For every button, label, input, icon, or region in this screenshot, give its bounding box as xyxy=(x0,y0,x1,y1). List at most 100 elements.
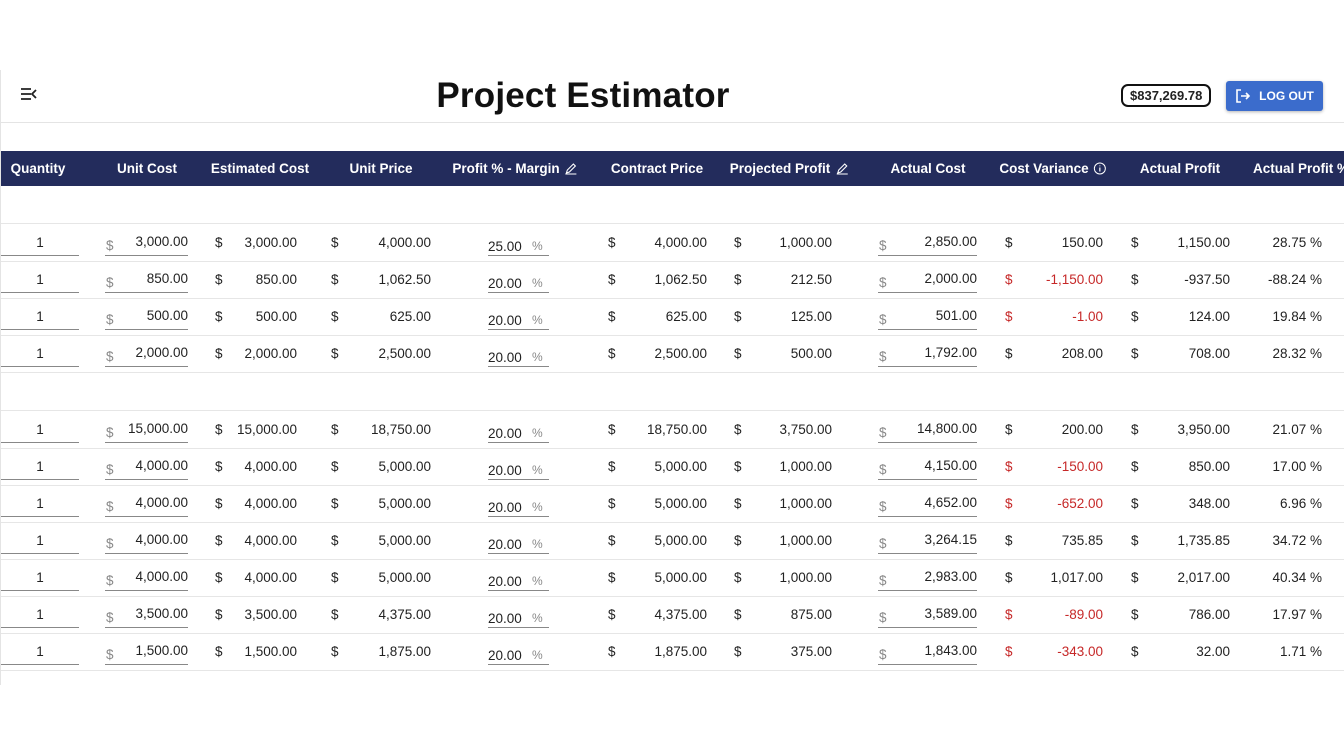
unit-cost-value: 4,000.00 xyxy=(135,495,188,510)
unit-cost-input[interactable]: $4,000.00 xyxy=(105,527,188,554)
contract-price: 1,875.00 xyxy=(654,644,707,659)
margin-input[interactable]: 20.00% xyxy=(488,340,549,367)
unit-cost-input[interactable]: $500.00 xyxy=(105,303,188,330)
currency-symbol: $ xyxy=(734,459,742,474)
cost-variance: 150.00 xyxy=(1061,235,1103,250)
margin-input[interactable]: 20.00% xyxy=(488,416,549,443)
quantity-input[interactable]: 1 xyxy=(1,266,79,293)
actual-profit-pct: 1.71 % xyxy=(1279,644,1322,659)
margin-input[interactable]: 20.00% xyxy=(488,527,549,554)
actual-cost-input[interactable]: $3,264.15 xyxy=(878,527,977,554)
currency-symbol: $ xyxy=(879,462,887,477)
actual-cost-input[interactable]: $2,983.00 xyxy=(878,564,977,591)
actual-cost-input[interactable]: $1,792.00 xyxy=(878,340,977,367)
projected-profit: 1,000.00 xyxy=(779,496,832,511)
quantity-input[interactable]: 1 xyxy=(1,229,79,256)
currency-symbol: $ xyxy=(879,349,887,364)
actual-cost-input[interactable]: $501.00 xyxy=(878,303,977,330)
currency-symbol: $ xyxy=(1131,272,1139,287)
quantity-input[interactable]: 1 xyxy=(1,564,79,591)
currency-symbol: $ xyxy=(215,422,223,437)
currency-symbol: $ xyxy=(215,570,223,585)
quantity-input[interactable]: 1 xyxy=(1,601,79,628)
actual-profit: 124.00 xyxy=(1188,309,1230,324)
page-title: Project Estimator xyxy=(436,76,730,115)
unit-price: 1,062.50 xyxy=(378,272,431,287)
unit-cost-value: 3,500.00 xyxy=(135,606,188,621)
unit-cost-input[interactable]: $850.00 xyxy=(105,266,188,293)
edit-icon[interactable] xyxy=(565,162,578,175)
actual-cost-input[interactable]: $2,850.00 xyxy=(878,229,977,256)
actual-cost-input[interactable]: $1,843.00 xyxy=(878,638,977,665)
currency-symbol: $ xyxy=(215,309,223,324)
col-label: Contract Price xyxy=(610,161,704,176)
margin-value: 20.00 xyxy=(488,537,522,552)
table-row: 1 $15,000.00 $15,000.00 $18,750.00 20.00% $18… xyxy=(1,412,1344,449)
actual-cost-value: 3,264.15 xyxy=(924,532,977,547)
currency-symbol: $ xyxy=(106,275,114,290)
actual-cost-input[interactable]: $4,652.00 xyxy=(878,490,977,517)
margin-input[interactable]: 20.00% xyxy=(488,564,549,591)
margin-input[interactable]: 20.00% xyxy=(488,490,549,517)
cost-variance: -150.00 xyxy=(1057,459,1103,474)
currency-symbol: $ xyxy=(331,570,339,585)
margin-input[interactable]: 20.00% xyxy=(488,638,549,665)
unit-cost-value: 850.00 xyxy=(146,271,188,286)
currency-symbol: $ xyxy=(879,425,887,440)
margin-input[interactable]: 20.00% xyxy=(488,266,549,293)
unit-cost-input[interactable]: $4,000.00 xyxy=(105,453,188,480)
unit-cost-input[interactable]: $3,500.00 xyxy=(105,601,188,628)
percent-symbol: % xyxy=(532,313,543,327)
margin-input[interactable]: 20.00% xyxy=(488,601,549,628)
quantity-input[interactable]: 1 xyxy=(1,638,79,665)
unit-cost-input[interactable]: $1,500.00 xyxy=(105,638,188,665)
actual-cost-value: 1,843.00 xyxy=(924,643,977,658)
currency-symbol: $ xyxy=(1005,346,1013,361)
margin-input[interactable]: 20.00% xyxy=(488,453,549,480)
actual-cost-input[interactable]: $3,589.00 xyxy=(878,601,977,628)
logout-button[interactable]: LOG OUT xyxy=(1226,81,1323,111)
quantity-input[interactable]: 1 xyxy=(1,527,79,554)
margin-input[interactable]: 20.00% xyxy=(488,303,549,330)
margin-input[interactable]: 25.00% xyxy=(488,229,549,256)
unit-cost-input[interactable]: $4,000.00 xyxy=(105,490,188,517)
col-unit-cost: Unit Cost xyxy=(117,151,177,186)
quantity-input[interactable]: 1 xyxy=(1,453,79,480)
margin-value: 20.00 xyxy=(488,648,522,663)
currency-symbol: $ xyxy=(879,573,887,588)
currency-symbol: $ xyxy=(106,238,114,253)
currency-symbol: $ xyxy=(331,644,339,659)
unit-cost-input[interactable]: $4,000.00 xyxy=(105,564,188,591)
quantity-input[interactable]: 1 xyxy=(1,416,79,443)
actual-cost-input[interactable]: $14,800.00 xyxy=(878,416,977,443)
unit-cost-input[interactable]: $3,000.00 xyxy=(105,229,188,256)
actual-cost-input[interactable]: $4,150.00 xyxy=(878,453,977,480)
actual-cost-input[interactable]: $2,000.00 xyxy=(878,266,977,293)
unit-cost-input[interactable]: $2,000.00 xyxy=(105,340,188,367)
quantity-input[interactable]: 1 xyxy=(1,303,79,330)
menu-collapse-icon[interactable] xyxy=(20,87,38,101)
table-row: 1 $3,000.00 $3,000.00 $4,000.00 25.00% $4,000… xyxy=(1,225,1344,262)
unit-cost-input[interactable]: $15,000.00 xyxy=(105,416,188,443)
percent-symbol: % xyxy=(532,463,543,477)
quantity-input[interactable]: 1 xyxy=(1,490,79,517)
info-icon[interactable] xyxy=(1094,162,1107,175)
cost-variance: 200.00 xyxy=(1061,422,1103,437)
percent-symbol: % xyxy=(532,350,543,364)
margin-value: 20.00 xyxy=(488,463,522,478)
unit-cost-value: 1,500.00 xyxy=(135,643,188,658)
unit-price: 1,875.00 xyxy=(378,644,431,659)
cost-variance: -1.00 xyxy=(1072,309,1103,324)
header-divider xyxy=(1,122,1344,123)
cost-variance: -652.00 xyxy=(1057,496,1103,511)
col-estimated-cost: Estimated Cost xyxy=(211,151,309,186)
currency-symbol: $ xyxy=(734,272,742,287)
cost-variance: -89.00 xyxy=(1064,607,1103,622)
cost-variance: -343.00 xyxy=(1057,644,1103,659)
currency-symbol: $ xyxy=(1131,570,1139,585)
col-unit-price: Unit Price xyxy=(349,151,412,186)
currency-symbol: $ xyxy=(734,607,742,622)
quantity-input[interactable]: 1 xyxy=(1,340,79,367)
currency-symbol: $ xyxy=(106,647,114,662)
edit-icon[interactable] xyxy=(835,162,848,175)
